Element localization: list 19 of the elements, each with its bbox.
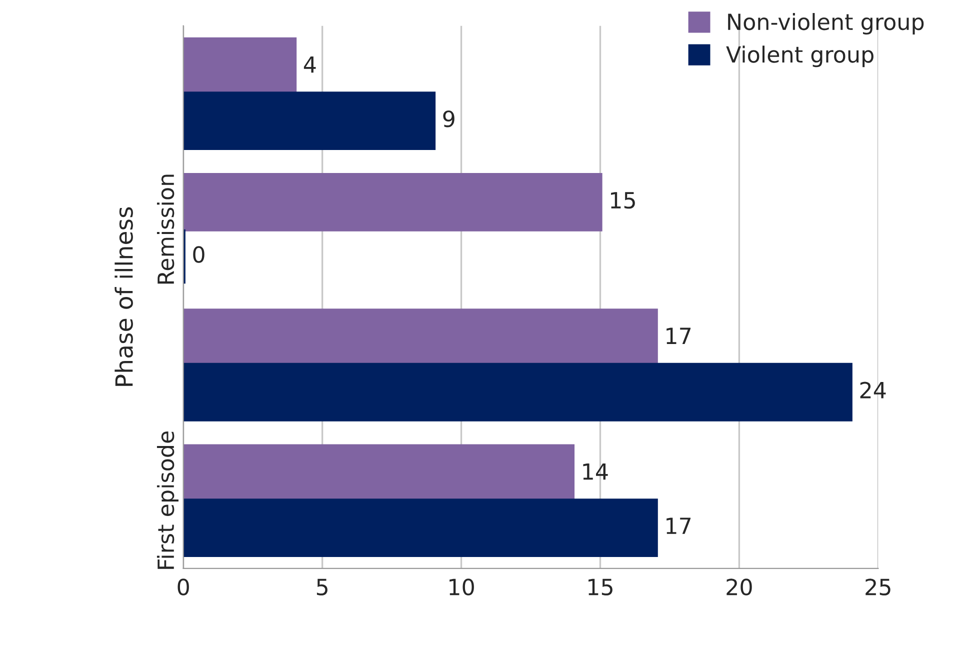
x-tick-label: 10	[450, 578, 474, 596]
x-tick-label: 15	[588, 578, 612, 596]
data-label: 14	[583, 463, 608, 480]
x-tick-label: 0	[178, 578, 189, 596]
y-axis-title: Phase of illness	[114, 207, 133, 386]
x-tick-label: 20	[726, 578, 752, 596]
y-tick-label: First episode	[156, 431, 178, 569]
data-label: 4	[304, 56, 316, 73]
data-label: 17	[666, 518, 691, 534]
data-label: 0	[193, 246, 204, 263]
legend-label: Non-violent group	[728, 13, 924, 35]
data-label: 24	[860, 382, 886, 398]
data-label: 15	[611, 192, 635, 209]
x-tick-label: 25	[866, 578, 890, 596]
legend-label: Violent group	[726, 46, 874, 68]
data-label: 17	[666, 328, 691, 344]
x-tick-label: 5	[316, 578, 328, 596]
data-label: 9	[443, 110, 454, 128]
y-tick-label: Remission	[156, 174, 174, 284]
